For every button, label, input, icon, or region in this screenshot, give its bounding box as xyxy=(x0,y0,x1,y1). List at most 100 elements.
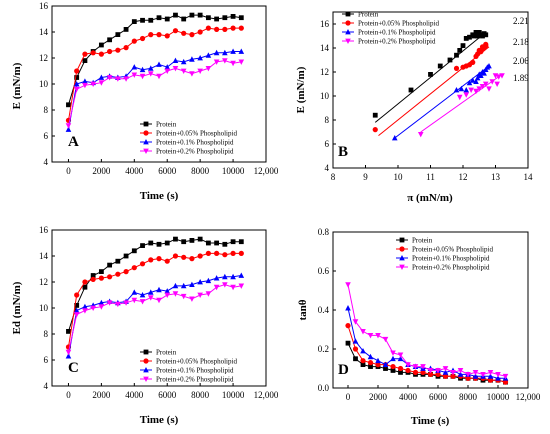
data-point xyxy=(352,338,359,344)
series-2 xyxy=(65,48,245,132)
data-point xyxy=(474,75,481,81)
data-point xyxy=(90,305,96,311)
legend-label: Protein+0.1% Phospholipid xyxy=(156,139,234,147)
data-point xyxy=(214,240,220,246)
data-point xyxy=(442,366,449,372)
fit-line xyxy=(420,73,503,133)
data-point xyxy=(106,75,113,81)
series-line xyxy=(68,238,242,332)
slope-label: 2.21 xyxy=(513,16,529,26)
data-point xyxy=(412,369,419,375)
data-point xyxy=(213,284,220,291)
legend-label: Protein xyxy=(156,121,177,129)
data-point xyxy=(398,370,403,375)
x-tick-label: 10000 xyxy=(487,392,510,402)
x-tick-label: 4000 xyxy=(125,390,144,400)
data-point xyxy=(156,286,162,293)
data-point xyxy=(189,256,195,262)
data-point xyxy=(164,288,171,294)
data-point xyxy=(164,258,170,264)
data-point xyxy=(368,364,373,369)
data-point xyxy=(214,16,220,22)
data-point xyxy=(230,48,236,54)
legend-label: Protein+0.2% Phospholipid xyxy=(156,376,234,384)
data-point xyxy=(164,292,171,298)
data-point xyxy=(367,353,374,360)
data-point xyxy=(213,49,220,56)
data-point xyxy=(107,262,113,268)
data-point xyxy=(390,355,396,362)
data-point xyxy=(420,364,426,370)
data-point xyxy=(360,347,366,354)
legend-marker xyxy=(399,237,405,243)
data-point xyxy=(372,127,378,133)
data-point xyxy=(139,73,146,80)
data-point xyxy=(98,42,104,48)
data-point xyxy=(197,29,203,35)
data-point xyxy=(238,272,245,278)
legend-label: Protein+0.1% Phospholipid xyxy=(358,29,436,37)
x-axis-label: π (mN/m) xyxy=(407,192,453,204)
data-point xyxy=(467,34,472,40)
series-2 xyxy=(391,63,492,141)
x-tick-label: 0 xyxy=(66,390,71,400)
data-point xyxy=(131,297,138,304)
slope-label: 2.18 xyxy=(513,37,529,47)
panel-letter: D xyxy=(338,362,349,378)
data-point xyxy=(230,239,236,245)
data-point xyxy=(494,81,500,87)
data-point xyxy=(140,243,145,248)
data-point xyxy=(115,32,121,37)
slope-label: 2.06 xyxy=(513,56,529,66)
data-point xyxy=(482,81,489,87)
data-point xyxy=(139,261,146,267)
series-3 xyxy=(65,58,245,129)
x-axis-label: Time (s) xyxy=(140,414,179,426)
data-point xyxy=(367,360,374,366)
data-point xyxy=(181,16,187,22)
data-point xyxy=(197,68,203,74)
data-point xyxy=(345,340,351,346)
data-point xyxy=(405,362,411,368)
y-tick-label: 10 xyxy=(320,91,330,101)
data-point xyxy=(98,275,104,281)
series-0 xyxy=(66,236,244,334)
series-line xyxy=(68,252,242,348)
data-point xyxy=(397,352,404,358)
data-point xyxy=(139,35,146,42)
data-point xyxy=(82,51,88,57)
data-point xyxy=(375,357,381,364)
data-point xyxy=(173,12,178,18)
data-point xyxy=(74,303,80,308)
data-point xyxy=(417,132,424,138)
y-tick-label: 14 xyxy=(39,251,49,261)
data-point xyxy=(148,17,154,23)
data-point xyxy=(123,76,129,82)
y-tick-label: 6 xyxy=(44,131,49,141)
data-point xyxy=(205,240,211,246)
data-point xyxy=(180,293,187,300)
series-line xyxy=(347,284,506,377)
legend-marker xyxy=(345,20,351,26)
legend-label: Protein+0.05% Phospholipid xyxy=(156,358,237,366)
data-point xyxy=(131,19,137,24)
data-point xyxy=(98,74,105,80)
series-line xyxy=(68,14,242,105)
legend-label: Protein+0.2% Phospholipid xyxy=(358,38,436,46)
x-tick-label: 4000 xyxy=(125,166,144,176)
data-point xyxy=(391,135,398,141)
data-point xyxy=(65,349,72,356)
data-point xyxy=(345,305,351,311)
data-point xyxy=(139,66,146,73)
data-point xyxy=(189,281,195,287)
legend-marker xyxy=(143,148,149,154)
data-point xyxy=(205,291,212,297)
series-2 xyxy=(345,305,509,381)
series-1 xyxy=(65,250,244,350)
data-point xyxy=(238,48,245,54)
data-point xyxy=(412,364,419,370)
data-point xyxy=(181,239,187,245)
data-point xyxy=(230,250,236,256)
data-point xyxy=(463,87,470,93)
